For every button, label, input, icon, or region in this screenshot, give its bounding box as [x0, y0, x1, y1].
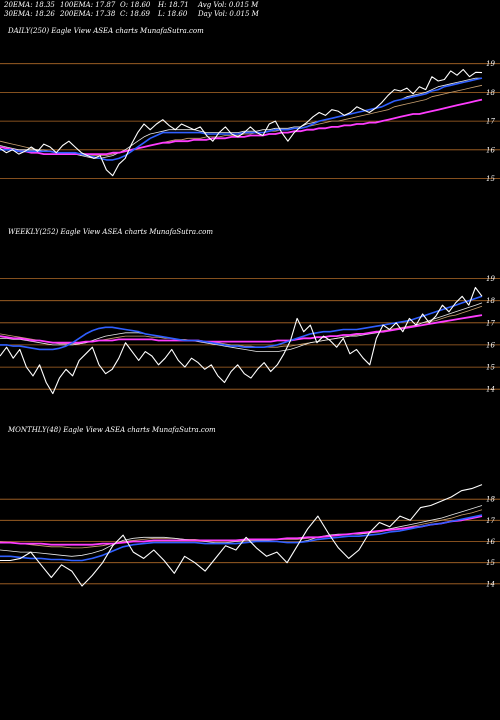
- monthly-tick-label: 18: [486, 496, 495, 504]
- monthly-price-line: [0, 484, 483, 587]
- weekly-tick-label: 18: [486, 297, 495, 305]
- weekly-chart: 19 18 17 16 15 14: [0, 275, 500, 395]
- ema20-readout: 20EMA: 18.35: [4, 1, 55, 9]
- open-readout: O: 18.60: [120, 1, 151, 9]
- daily-price-line: [0, 68, 483, 177]
- monthly-ema-magenta-line: [0, 515, 483, 546]
- ema100-readout: 100EMA: 17.87: [60, 1, 116, 9]
- low-readout: L: 18.60: [158, 10, 188, 18]
- monthly-tick-label: 16: [486, 538, 495, 546]
- daily-tick-label: 15: [486, 175, 495, 183]
- daily-tick-label: 19: [486, 60, 495, 68]
- monthly-tick-label: 15: [486, 559, 495, 567]
- close-readout: C: 18.69: [120, 10, 150, 18]
- weekly-ema-magenta-line: [0, 314, 483, 344]
- daily-ema-magenta-line: [0, 98, 483, 156]
- weekly-price-line: [0, 286, 483, 395]
- weekly-tick-label: 17: [486, 319, 495, 327]
- daily-tick-label: 17: [486, 118, 495, 126]
- weekly-tick-label: 14: [486, 386, 495, 394]
- high-readout: H: 18.71: [158, 1, 189, 9]
- daily-tick-label: 18: [486, 89, 495, 97]
- monthly-tick-label: 14: [486, 580, 495, 588]
- daily-chart-title: DAILY(250) Eagle View ASEA charts Munafa…: [8, 27, 204, 35]
- weekly-tick-label: 16: [486, 341, 495, 349]
- avg-volume-readout: Avg Vol: 0.015 M: [198, 1, 259, 9]
- weekly-chart-title: WEEKLY(252) Eagle View ASEA charts Munaf…: [8, 228, 213, 236]
- daily-chart: 19 18 17 16 15: [0, 60, 500, 183]
- monthly-ema-blue-line: [0, 514, 483, 562]
- monthly-tick-label: 17: [486, 517, 495, 525]
- weekly-tick-label: 19: [486, 275, 495, 283]
- monthly-chart: 18 17 16 15 14: [0, 484, 500, 588]
- monthly-chart-title: MONTHLY(48) Eagle View ASEA charts Munaf…: [8, 426, 216, 434]
- ema200-readout: 200EMA: 17.38: [60, 10, 116, 18]
- weekly-tick-label: 15: [486, 364, 495, 372]
- monthly-ema-white-line: [0, 505, 483, 557]
- daily-tick-label: 16: [486, 146, 495, 154]
- daily-ema-blue-line: [0, 77, 483, 161]
- ema30-readout: 30EMA: 18.26: [4, 10, 55, 18]
- weekly-ema-blue-line: [0, 295, 483, 351]
- day-volume-readout: Day Vol: 0.015 M: [198, 10, 259, 18]
